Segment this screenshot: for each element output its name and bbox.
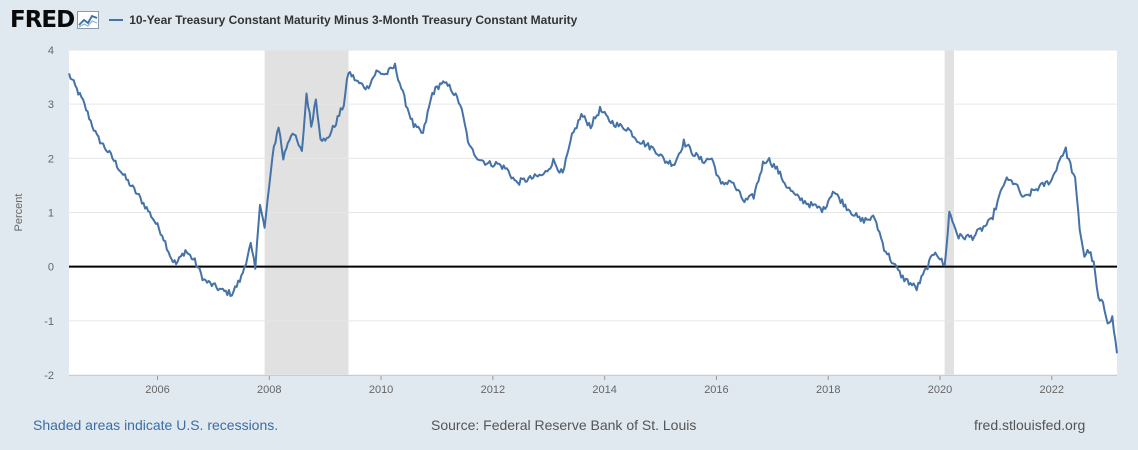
x-tick-label-2006: 2006 — [145, 384, 169, 396]
x-tick-label-2020: 2020 — [928, 384, 952, 396]
chart-header: FRED 10-Year Treasury Constant Maturity … — [10, 6, 577, 34]
x-tick-label-2014: 2014 — [592, 384, 616, 396]
y-tick-label-2: 2 — [48, 153, 54, 165]
legend-swatch — [109, 19, 124, 21]
y-tick-label--2: -2 — [44, 370, 54, 382]
x-tick-label-2022: 2022 — [1040, 384, 1064, 396]
chart-line-icon — [77, 11, 100, 29]
y-tick-label--1: -1 — [44, 316, 54, 328]
fred-logo[interactable]: FRED — [10, 7, 75, 33]
plot-layer: -2 -1 0 1 2 3 4 2006 2008 2010 2012 2014 2016 2018 202… — [13, 45, 1118, 396]
source-note: Source: Federal Reserve Bank of St. Loui… — [431, 417, 697, 433]
legend[interactable]: 10-Year Treasury Constant Maturity Minus… — [109, 13, 577, 27]
y-tick-label-4: 4 — [48, 45, 54, 57]
y-tick-label-3: 3 — [48, 99, 54, 111]
series-line-0 — [68, 62, 1118, 354]
x-tick-label-2008: 2008 — [257, 384, 281, 396]
series-title: 10-Year Treasury Constant Maturity Minus… — [129, 13, 578, 27]
x-tick-label-2010: 2010 — [369, 384, 393, 396]
y-tick-label-1: 1 — [48, 208, 54, 220]
x-tick-label-2012: 2012 — [481, 384, 505, 396]
fred-url[interactable]: fred.stlouisfed.org — [974, 417, 1086, 433]
y-axis-label: Percent — [13, 194, 25, 232]
y-tick-label-0: 0 — [48, 262, 54, 274]
recession-note: Shaded areas indicate U.S. recessions. — [33, 417, 279, 433]
x-tick-label-2016: 2016 — [704, 384, 728, 396]
x-tick-label-2018: 2018 — [816, 384, 840, 396]
